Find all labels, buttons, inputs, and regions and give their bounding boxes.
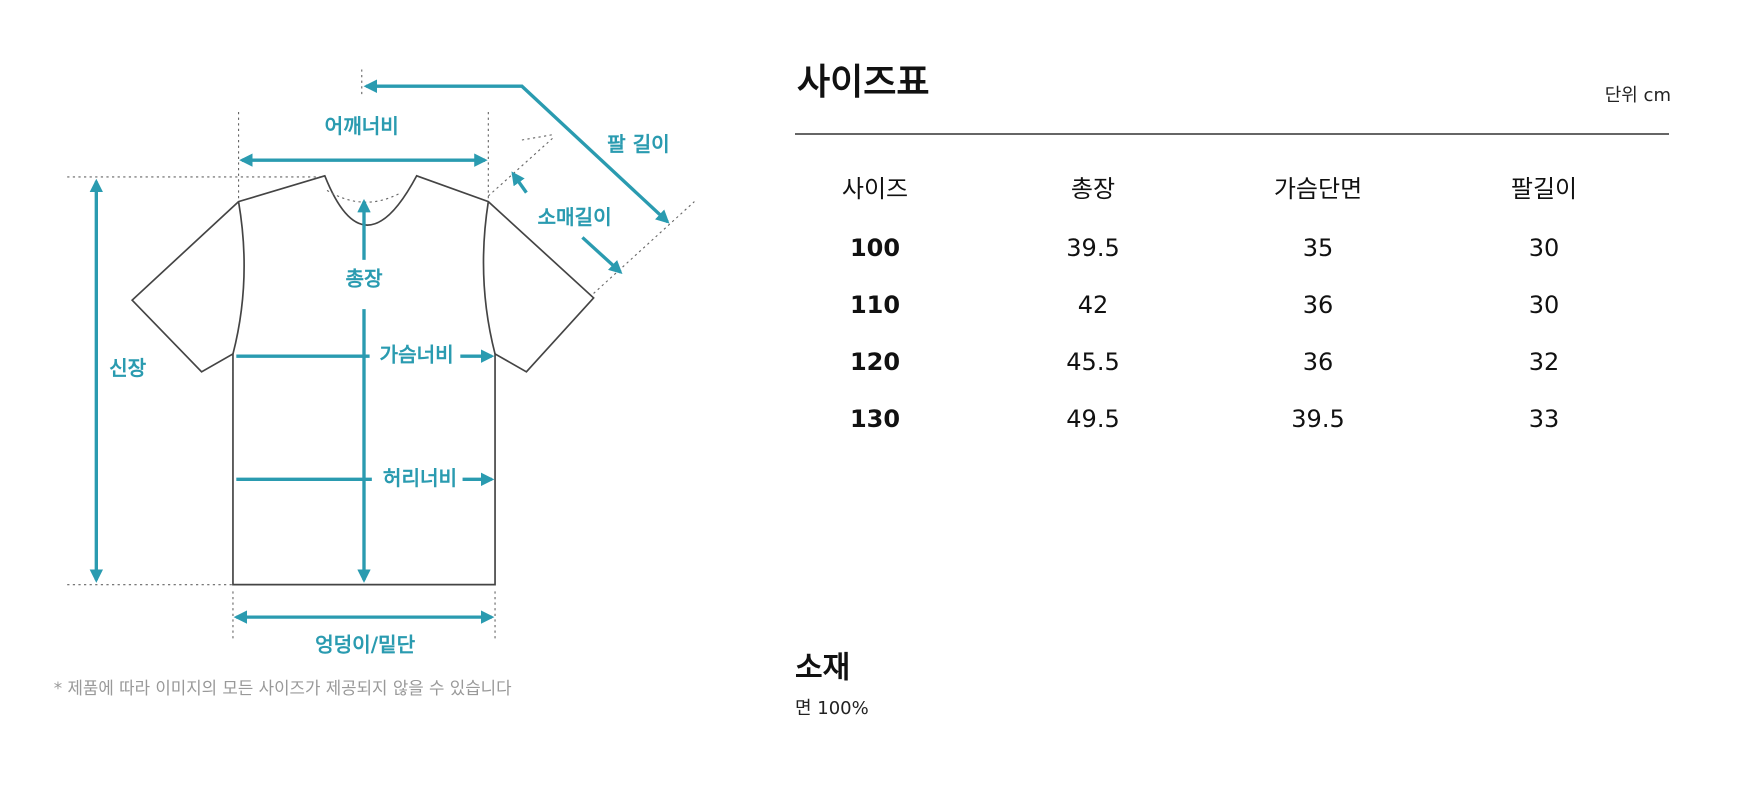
material-title: 소재 <box>795 651 850 686</box>
table-cell: 30 <box>1529 234 1560 262</box>
label: 엉덩이/밑단 <box>315 633 416 657</box>
table-cell: 120 <box>850 348 900 376</box>
table-header: 팔길이 <box>1511 175 1577 203</box>
sleeve-arrow-top <box>511 171 528 194</box>
table-header: 가슴단면 <box>1274 175 1362 203</box>
label: 총장 <box>345 267 383 291</box>
table-header: 총장 <box>1071 175 1115 203</box>
table-cell: 30 <box>1529 291 1560 319</box>
table-cell: 32 <box>1529 348 1560 376</box>
material-text: 면 100% <box>795 698 869 719</box>
table-cell: 45.5 <box>1066 348 1119 376</box>
label: 가슴너비 <box>380 343 454 367</box>
label: 어깨너비 <box>325 114 399 138</box>
table-cell: 110 <box>850 291 900 319</box>
label: 팔 길이 <box>607 132 670 156</box>
table-cell: 100 <box>850 234 900 262</box>
table-cell: 36 <box>1303 348 1334 376</box>
size-table: 사이즈 총장 가슴단면 팔길이 100 39.5 35 30 110 42 36 30 120 45.5 3… <box>842 175 1577 433</box>
shirt-diagram: 어깨너비 팔 길이 소매길이 총장 신장 가슴너비 허리너비 엉덩이/밑단 * … <box>54 69 695 698</box>
unit: 단위 cm <box>1605 85 1671 106</box>
table-cell: 49.5 <box>1066 405 1119 433</box>
table-header: 사이즈 <box>842 175 908 203</box>
table-cell: 130 <box>850 405 900 433</box>
label: 소매길이 <box>537 205 611 229</box>
arm-arrow <box>363 79 670 224</box>
table-cell: 33 <box>1529 405 1560 433</box>
neck-stitch <box>326 189 402 203</box>
table-cell: 39.5 <box>1291 405 1344 433</box>
label: 신장 <box>109 356 147 380</box>
table-cell: 36 <box>1303 291 1334 319</box>
label: 허리너비 <box>383 466 457 490</box>
note: * 제품에 따라 이미지의 모든 사이즈가 제공되지 않을 수 있습니다 <box>54 678 512 698</box>
table-title: 사이즈표 <box>797 62 929 103</box>
table-cell: 35 <box>1303 234 1334 262</box>
table-cell: 42 <box>1078 291 1109 319</box>
sleeve-arrow-bottom <box>581 236 623 274</box>
table-cell: 39.5 <box>1066 234 1119 262</box>
